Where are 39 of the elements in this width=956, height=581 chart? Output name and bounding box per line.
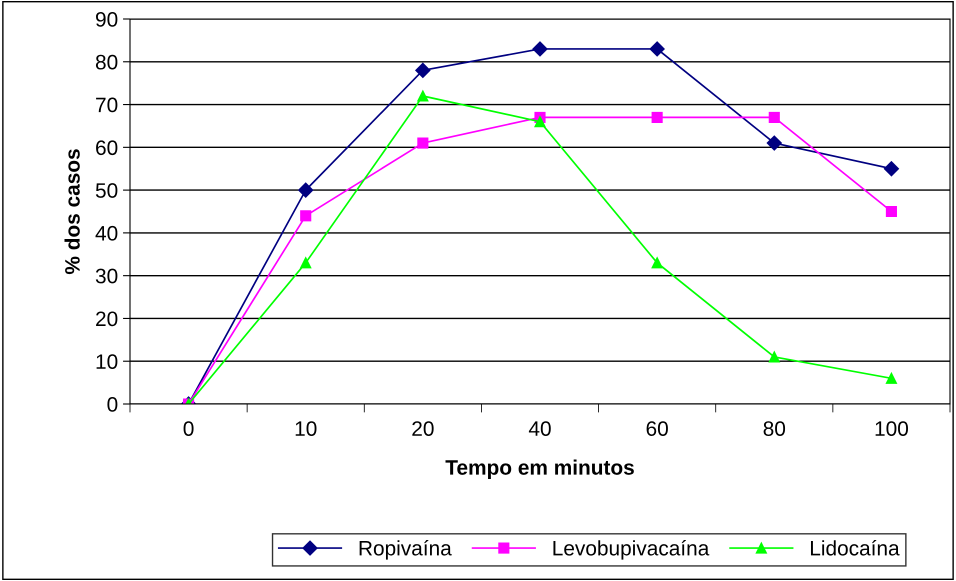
point: [417, 138, 428, 149]
legend-label: Lidocaína: [810, 540, 900, 556]
point: [298, 182, 314, 198]
y-tick-label: 40: [96, 226, 118, 241]
x-axis-title: Tempo em minutos: [446, 460, 634, 479]
y-axis-title: % dos casos: [64, 149, 80, 274]
point: [652, 257, 663, 268]
y-tick-label: 20: [96, 311, 118, 326]
x-tick-label: 60: [646, 421, 668, 436]
point: [886, 206, 897, 218]
y-tick-label: 60: [96, 140, 118, 156]
x-tick-label: 0: [184, 421, 194, 436]
x-tick-label: 80: [764, 421, 786, 436]
x-tick-label: 20: [412, 421, 434, 436]
point: [884, 161, 899, 176]
point: [766, 135, 782, 151]
point: [650, 41, 665, 57]
point: [768, 351, 780, 362]
y-tick-label: 30: [96, 268, 118, 284]
point: [300, 210, 312, 222]
point: [886, 372, 897, 384]
y-tick-label: 90: [96, 12, 118, 27]
legend-label: Ropivaína: [360, 540, 452, 560]
point: [300, 257, 312, 268]
x-tick-label: 100: [876, 421, 908, 436]
point: [415, 62, 430, 78]
y-tick-label: 50: [96, 183, 118, 198]
legend-label: Levobupivacaína: [553, 540, 710, 560]
point: [417, 90, 428, 102]
y-tick-label: 70: [96, 98, 118, 112]
point: [652, 112, 663, 123]
x-tick-label: 40: [528, 421, 551, 436]
point: [534, 116, 546, 128]
y-tick-label: 80: [96, 54, 118, 70]
y-tick-label: 0: [107, 397, 118, 412]
x-tick-label: 10: [296, 421, 316, 436]
y-tick-label: 10: [96, 354, 118, 369]
point: [532, 41, 548, 57]
point: [768, 112, 780, 123]
